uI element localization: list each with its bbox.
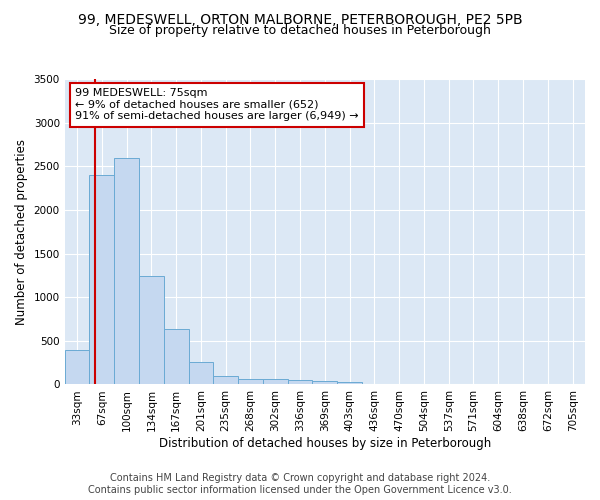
Text: Contains HM Land Registry data © Crown copyright and database right 2024.
Contai: Contains HM Land Registry data © Crown c…: [88, 474, 512, 495]
Bar: [313, 381, 337, 384]
Bar: [214, 376, 238, 384]
Bar: [238, 379, 263, 384]
Bar: [114, 158, 139, 384]
Bar: [164, 328, 188, 384]
Bar: [139, 276, 164, 384]
Bar: [65, 350, 89, 384]
Bar: [287, 380, 313, 384]
Bar: [337, 382, 362, 384]
Text: Size of property relative to detached houses in Peterborough: Size of property relative to detached ho…: [109, 24, 491, 37]
Y-axis label: Number of detached properties: Number of detached properties: [15, 138, 28, 324]
Bar: [263, 379, 287, 384]
X-axis label: Distribution of detached houses by size in Peterborough: Distribution of detached houses by size …: [159, 437, 491, 450]
Bar: [89, 175, 114, 384]
Text: 99, MEDESWELL, ORTON MALBORNE, PETERBOROUGH, PE2 5PB: 99, MEDESWELL, ORTON MALBORNE, PETERBORO…: [77, 12, 523, 26]
Bar: [188, 362, 214, 384]
Text: 99 MEDESWELL: 75sqm
← 9% of detached houses are smaller (652)
91% of semi-detach: 99 MEDESWELL: 75sqm ← 9% of detached hou…: [75, 88, 359, 122]
